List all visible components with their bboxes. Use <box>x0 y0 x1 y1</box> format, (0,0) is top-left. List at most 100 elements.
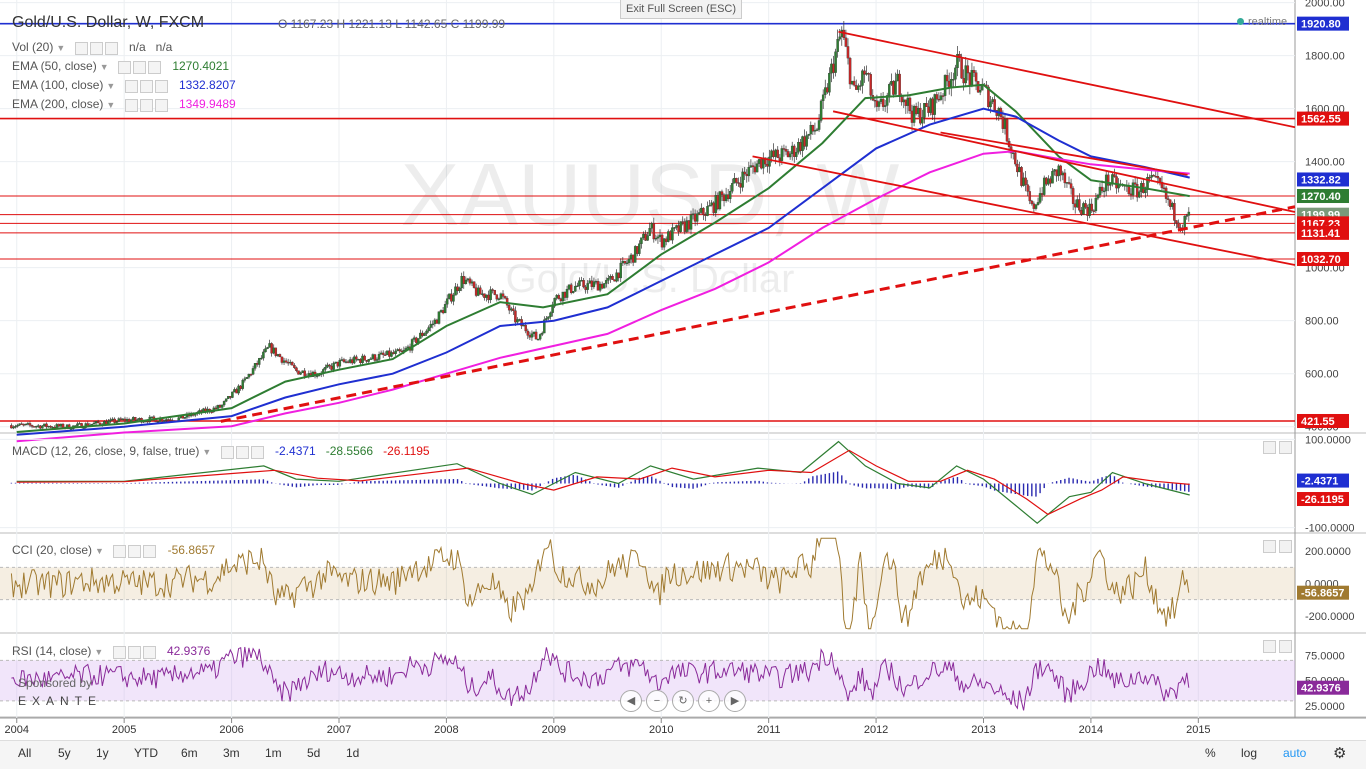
legend-ema50-buttons[interactable] <box>117 60 163 74</box>
candle-body <box>617 272 620 279</box>
candle-body <box>183 417 187 419</box>
legend-ema100-buttons[interactable] <box>124 79 170 93</box>
chevron-down-icon[interactable]: ▼ <box>106 81 116 91</box>
range-5y-button[interactable]: 5y <box>58 746 71 760</box>
chevron-down-icon[interactable]: ▼ <box>106 100 116 110</box>
maximize-pane-icon[interactable] <box>1263 540 1276 553</box>
auto-scale-button[interactable]: auto <box>1283 746 1307 760</box>
candle-body <box>724 194 728 202</box>
range-1y-button[interactable]: 1y <box>96 746 109 760</box>
chevron-down-icon[interactable]: ▼ <box>95 546 104 556</box>
log-scale-button[interactable]: log <box>1241 746 1258 760</box>
candle-body <box>836 39 839 52</box>
candle-body <box>1173 203 1176 221</box>
collapse-pane-icon[interactable] <box>1279 441 1292 454</box>
scroll-left-icon[interactable]: ◀ <box>620 690 642 712</box>
cci-badge <box>1297 585 1349 600</box>
legend-ema100[interactable]: EMA (100, close) ▼ 1332.8207 <box>12 78 236 93</box>
candle-body <box>328 364 331 367</box>
candle-body <box>353 356 356 364</box>
candle-body <box>229 396 232 398</box>
candle-body <box>677 225 680 232</box>
chevron-down-icon[interactable]: ▼ <box>99 62 109 72</box>
candle-body <box>910 110 914 123</box>
candle-body <box>795 151 798 157</box>
close-icon[interactable] <box>147 60 161 74</box>
gear-icon[interactable] <box>235 445 249 459</box>
candle-body <box>735 177 738 183</box>
scroll-right-icon[interactable]: ▶ <box>724 690 746 712</box>
candle-body <box>747 167 751 177</box>
reset-icon[interactable]: ↻ <box>672 690 694 712</box>
range-1m-button[interactable]: 1m <box>265 746 282 760</box>
gear-icon[interactable] <box>139 98 153 112</box>
candle-body <box>330 365 333 370</box>
candle-body <box>900 96 903 103</box>
range-ytd-button[interactable]: YTD <box>134 746 158 760</box>
percent-scale-button[interactable]: % <box>1205 746 1216 760</box>
sponsor-logo[interactable]: EXANTE <box>18 694 103 708</box>
maximize-pane-icon[interactable] <box>1263 640 1276 653</box>
close-icon[interactable] <box>143 544 157 558</box>
gear-icon[interactable] <box>139 79 153 93</box>
gear-icon[interactable] <box>89 41 103 55</box>
legend-macd[interactable]: MACD (12, 26, close, 9, false, true) ▼ -2… <box>12 444 430 459</box>
chevron-down-icon[interactable]: ▼ <box>202 447 212 457</box>
legend-vol-buttons[interactable] <box>74 41 120 55</box>
zoom-in-icon[interactable]: + <box>698 690 720 712</box>
legend-cci-buttons[interactable] <box>113 544 158 558</box>
chevron-down-icon[interactable]: ▼ <box>94 647 104 657</box>
gear-icon[interactable] <box>127 645 141 659</box>
candle-body <box>324 367 327 370</box>
candle-body <box>976 81 980 93</box>
gear-icon[interactable] <box>132 60 146 74</box>
close-icon[interactable] <box>142 645 156 659</box>
legend-vol[interactable]: Vol (20) ▼ n/a n/a <box>12 40 172 55</box>
candle-body <box>826 87 829 93</box>
candle-body <box>390 352 393 357</box>
collapse-pane-icon[interactable] <box>1279 540 1292 553</box>
range-3m-button[interactable]: 3m <box>223 746 240 760</box>
close-icon[interactable] <box>250 445 264 459</box>
candle-body <box>927 106 930 113</box>
legend-macd-buttons[interactable] <box>220 445 266 459</box>
price-badge <box>1297 189 1349 204</box>
zoom-out-icon[interactable]: − <box>646 690 668 712</box>
settings-icon[interactable] <box>113 544 127 558</box>
maximize-pane-icon[interactable] <box>1263 441 1276 454</box>
settings-icon[interactable] <box>124 79 138 93</box>
candle-body <box>98 422 102 425</box>
range-6m-button[interactable]: 6m <box>181 746 198 760</box>
range-1d-button[interactable]: 1d <box>346 746 360 760</box>
symbol-title[interactable]: Gold/U.S. Dollar, W, FXCM <box>12 14 205 31</box>
close-icon[interactable] <box>104 41 118 55</box>
legend-ema50-label: EMA (50, close) <box>12 59 97 73</box>
legend-ema50[interactable]: EMA (50, close) ▼ 1270.4021 <box>12 59 229 74</box>
close-icon[interactable] <box>154 79 168 93</box>
price-badge <box>1297 413 1349 428</box>
candle-body <box>239 385 242 389</box>
settings-icon[interactable] <box>220 445 234 459</box>
exit-fullscreen-button[interactable]: Exit Full Screen (ESC) <box>620 0 742 19</box>
settings-icon[interactable] <box>117 60 131 74</box>
settings-icon[interactable] <box>74 41 88 55</box>
range-all-button[interactable]: All <box>18 746 32 760</box>
chart-canvas[interactable]: 2004 2005 2006 2007 2008 2009 2010 2011 2012 2013… <box>0 0 1366 740</box>
candle-body <box>429 324 432 328</box>
legend-ema200[interactable]: EMA (200, close) ▼ 1349.9489 <box>12 97 236 112</box>
settings-icon[interactable] <box>112 645 126 659</box>
collapse-pane-icon[interactable] <box>1279 640 1292 653</box>
gear-icon[interactable]: ⚙ <box>1333 745 1347 762</box>
candle-body <box>937 99 941 101</box>
gear-icon[interactable] <box>128 544 142 558</box>
legend-cci[interactable]: CCI (20, close) ▼ -56.8657 <box>12 543 215 558</box>
candle-body <box>96 421 100 424</box>
range-5d-button[interactable]: 5d <box>307 746 321 760</box>
legend-ema200-buttons[interactable] <box>124 98 170 112</box>
chevron-down-icon[interactable]: ▼ <box>56 43 66 53</box>
chart-navigation[interactable]: ◀ − ↻ + ▶ <box>620 690 750 712</box>
settings-icon[interactable] <box>124 98 138 112</box>
legend-rsi-buttons[interactable] <box>112 645 158 659</box>
legend-rsi[interactable]: RSI (14, close) ▼ 42.9376 <box>12 644 210 659</box>
close-icon[interactable] <box>154 98 168 112</box>
